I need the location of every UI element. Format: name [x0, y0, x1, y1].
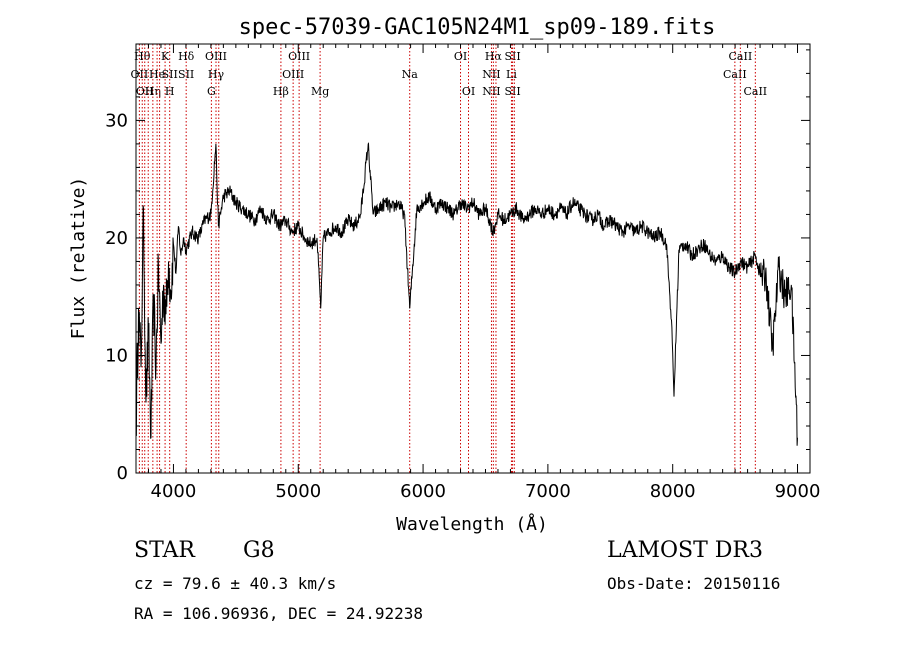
- x-axis: 4000 5000 6000 7000 8000 9000: [135, 44, 821, 502]
- line-label-5-0: He: [149, 68, 165, 81]
- object-class: STAR: [134, 538, 195, 563]
- flux-line: [135, 142, 798, 446]
- x-axis-label: Wavelength (Å): [396, 513, 548, 535]
- line-label-28-0: CaII: [743, 85, 767, 98]
- line-label-19-0: OI: [462, 85, 475, 98]
- emission-line-markers: OIIHθOIIHηHeKSIIHHδSIIGOIIIHγHβOIIIOIIIM…: [131, 44, 767, 473]
- y-tick-label-10: 10: [105, 345, 128, 366]
- object-subclass: G8: [243, 538, 275, 563]
- line-label-20-0: NII: [482, 68, 500, 81]
- line-label-15-0: OIII: [288, 50, 310, 63]
- line-label-27-0: CaII: [729, 50, 753, 63]
- line-label-21-0: Hα: [485, 50, 503, 63]
- line-label-7-0: K: [161, 50, 170, 63]
- x-tick-label-8000: 8000: [650, 481, 696, 502]
- line-label-8-0: SII: [162, 68, 178, 81]
- line-label-9-0: Hδ: [178, 50, 195, 63]
- line-label-2-0: OII: [136, 85, 154, 98]
- line-label-24-1: SII: [504, 85, 520, 98]
- y-axis-label: Flux (relative): [68, 177, 89, 340]
- line-label-9-1: SII: [178, 68, 194, 81]
- line-label-26-0: CaII: [723, 68, 747, 81]
- x-tick-label-7000: 7000: [525, 481, 571, 502]
- redshift-cz: cz = 79.6 ± 40.3 km/s: [134, 574, 337, 593]
- observation-date: Obs-Date: 20150116: [607, 574, 781, 593]
- y-axis: 0 10 20 30: [105, 49, 810, 484]
- line-label-11-1: Hγ: [208, 68, 225, 81]
- line-label-16-0: Mg: [311, 85, 329, 98]
- y-tick-label-20: 20: [105, 228, 128, 249]
- x-tick-label-4000: 4000: [151, 481, 197, 502]
- line-label-24-0: SII: [504, 50, 520, 63]
- line-label-1-0: Hθ: [134, 50, 151, 63]
- line-label-4-0: Hη: [145, 85, 161, 98]
- line-label-13-0: Hβ: [273, 85, 289, 98]
- line-label-23-0: Li: [506, 68, 517, 81]
- line-label-17-0: Na: [402, 68, 419, 81]
- line-label-8-1: H: [165, 85, 175, 98]
- x-tick-label-6000: 6000: [400, 481, 446, 502]
- x-tick-label-9000: 9000: [775, 481, 821, 502]
- y-tick-label-30: 30: [105, 110, 128, 131]
- plot-frame: [135, 43, 811, 474]
- line-label-11-0: OIII: [205, 50, 227, 63]
- y-tick-label-0: 0: [117, 463, 128, 484]
- line-label-0-0: OII: [131, 68, 149, 81]
- line-label-20-1: NII: [482, 85, 500, 98]
- survey-name: LAMOST DR3: [607, 538, 763, 563]
- ra-dec-coordinates: RA = 106.96936, DEC = 24.92238: [134, 604, 423, 623]
- line-label-18-0: OI: [454, 50, 467, 63]
- line-label-10-0: G: [207, 85, 216, 98]
- flux-series: [135, 142, 798, 446]
- x-tick-label-5000: 5000: [275, 481, 321, 502]
- chart-title: spec-57039-GAC105N24M1_sp09-189.fits: [239, 15, 716, 40]
- line-label-14-0: OIII: [282, 68, 304, 81]
